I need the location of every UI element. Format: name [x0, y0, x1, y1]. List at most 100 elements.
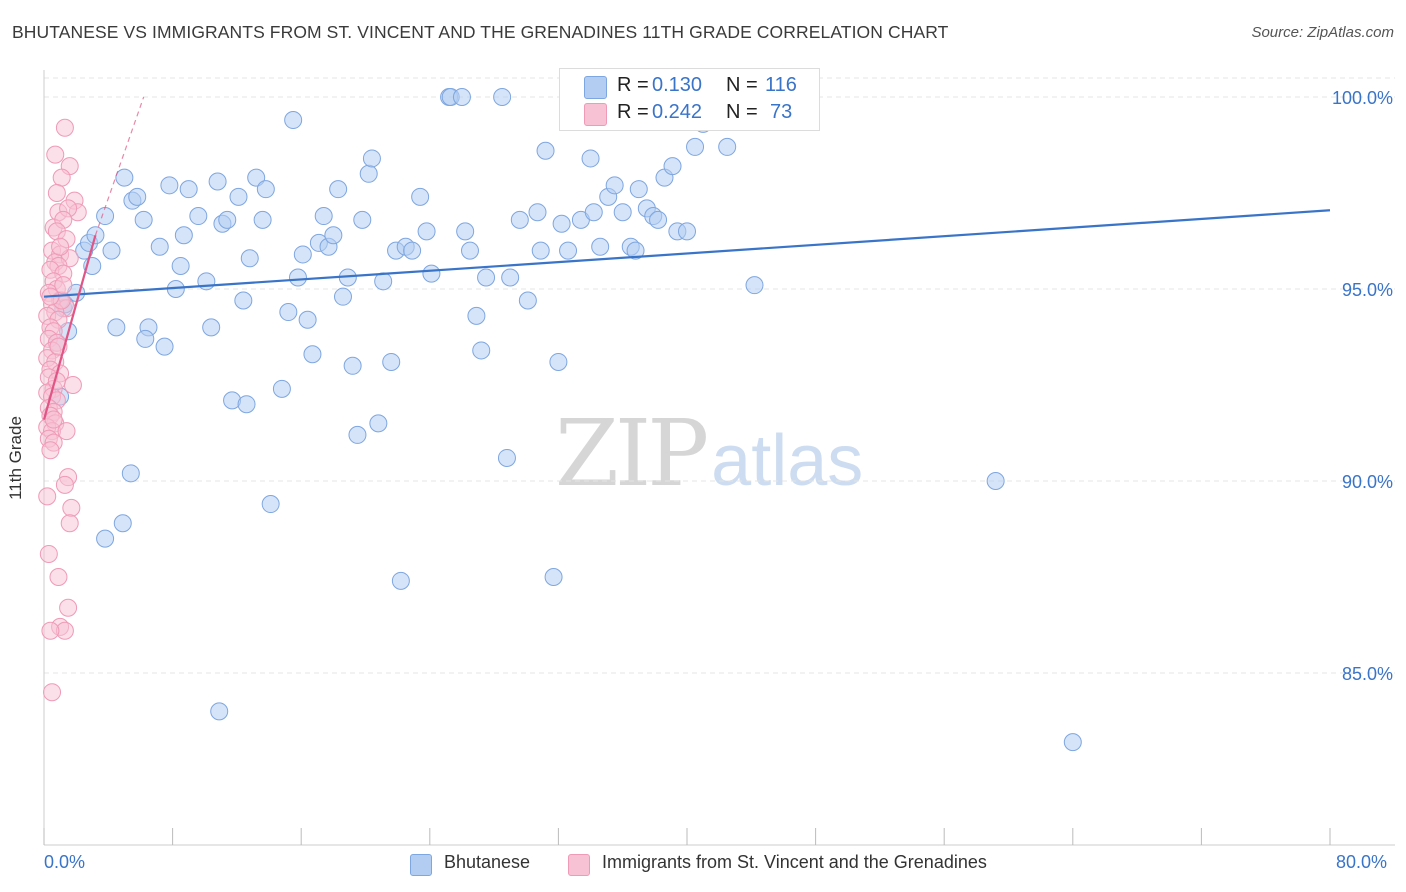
bhutanese-point	[510, 210, 529, 229]
legend-n-value: 73	[770, 101, 793, 123]
bhutanese-point	[256, 180, 275, 199]
bhutanese-point	[171, 256, 190, 275]
bhutanese-point	[403, 241, 422, 260]
bhutanese-point	[179, 180, 198, 199]
bhutanese-point	[456, 222, 475, 241]
bhutanese-point	[261, 495, 280, 514]
bhutanese-point	[544, 568, 563, 586]
bhutanese-point	[353, 210, 372, 229]
immigrants-point	[43, 683, 62, 702]
bhutanese-point	[272, 379, 291, 398]
bhutanese-point	[134, 210, 153, 229]
bhutanese-point	[362, 149, 381, 168]
bhutanese-point	[234, 291, 253, 310]
series-legend: Bhutanese Immigrants from St. Vincent an…	[0, 851, 1406, 879]
immigrants-point	[41, 621, 60, 640]
immigrants-point	[46, 145, 65, 164]
immigrants-point	[49, 568, 68, 586]
legend-n-value: 116	[765, 74, 797, 96]
bhutanese-point	[678, 222, 696, 241]
bhutanese-point	[314, 207, 333, 226]
immigrants-point	[47, 184, 66, 202]
bhutanese-point	[745, 276, 764, 295]
bhutanese-point	[113, 514, 132, 533]
bhutanese-point	[247, 168, 266, 187]
bhutanese-point	[102, 241, 121, 260]
bhutanese-point	[288, 268, 307, 287]
bhutanese-point	[369, 414, 388, 433]
immigrants-point	[59, 598, 78, 617]
x-tick-label-min: 0.0%	[44, 852, 86, 872]
bhutanese-point	[136, 329, 155, 348]
legend-label: Bhutanese	[444, 852, 531, 872]
bhutanese-point	[649, 210, 668, 229]
bhutanese-point	[552, 214, 571, 233]
bhutanese-point	[531, 241, 550, 260]
y-tick-labels: 100.0% 95.0% 90.0% 85.0%	[1332, 88, 1393, 684]
bhutanese-point	[279, 303, 298, 322]
bhutanese-point	[210, 702, 229, 721]
bhutanese-point	[189, 207, 208, 226]
bhutanese-point	[1063, 733, 1082, 752]
bhutanese-point	[477, 268, 496, 287]
legend-n-label: N =	[726, 74, 758, 96]
bhutanese-point	[202, 318, 221, 337]
legend-row-bhutanese: R = 0.130 N = 116	[560, 73, 819, 100]
y-tick-label: 100.0%	[1332, 88, 1393, 108]
bhutanese-point	[107, 318, 126, 337]
bhutanese-point	[155, 337, 174, 356]
immigrants-point	[52, 168, 71, 187]
immigrants-point	[60, 514, 79, 533]
bhutanese-point	[128, 187, 147, 206]
legend-label: Immigrants from St. Vincent and the Gren…	[602, 852, 987, 872]
bhutanese-point	[493, 88, 512, 106]
bhutanese-point	[472, 341, 491, 360]
bhutanese-point	[718, 137, 737, 156]
bhutanese-point	[324, 226, 343, 245]
legend-r-value: 0.242	[652, 101, 703, 123]
bhutanese-point	[663, 157, 682, 176]
immigrants-point	[63, 376, 82, 394]
bhutanese-point	[452, 88, 471, 106]
bhutanese-point	[303, 345, 322, 364]
bhutanese-point	[329, 180, 348, 199]
bhutanese-point	[348, 425, 367, 444]
bhutanese-point	[150, 237, 169, 256]
bhutanese-point	[237, 395, 256, 414]
bhutanese-point	[501, 268, 520, 287]
bhutanese-point	[581, 149, 600, 168]
immigrants-point	[54, 276, 73, 295]
bhutanese-point	[115, 168, 134, 187]
watermark-atlas: atlas	[711, 421, 864, 501]
correlation-legend: R = 0.130 N = 116 R = 0.242 N = 73	[559, 68, 820, 131]
source-label: Source: ZipAtlas.com	[1251, 24, 1394, 41]
trend-lines	[42, 96, 1331, 420]
bhutanese-point	[298, 310, 317, 329]
axes	[43, 70, 1395, 846]
legend-r-value: 0.130	[652, 74, 703, 96]
immigrants-point	[57, 422, 76, 441]
bhutanese-point	[686, 137, 705, 156]
bhutanese-point	[253, 210, 272, 229]
bhutanese-point	[382, 352, 401, 371]
immigrants-point	[39, 544, 58, 563]
bhutanese-point	[218, 210, 237, 229]
bhutanese-point	[629, 180, 648, 199]
bhutanese-point	[240, 249, 259, 268]
bhutanese-point	[460, 241, 479, 260]
bhutanese-point	[96, 207, 115, 226]
legend-swatch-pink	[568, 854, 590, 876]
bhutanese-point	[605, 176, 624, 195]
x-tick-label-max: 80.0%	[1336, 852, 1388, 872]
bhutanese-point	[160, 176, 179, 195]
bhutanese-point	[229, 187, 248, 206]
bhutanese-point	[591, 237, 610, 256]
bhutanese-point	[559, 241, 578, 260]
legend-swatch-pink	[584, 103, 607, 126]
watermark: ZIPatlas	[555, 400, 863, 507]
bhutanese-point	[528, 203, 547, 222]
bhutanese-point	[121, 464, 140, 483]
bhutanese-point	[497, 448, 516, 467]
bhutanese-point	[359, 164, 378, 183]
bhutanese-point	[391, 571, 410, 590]
